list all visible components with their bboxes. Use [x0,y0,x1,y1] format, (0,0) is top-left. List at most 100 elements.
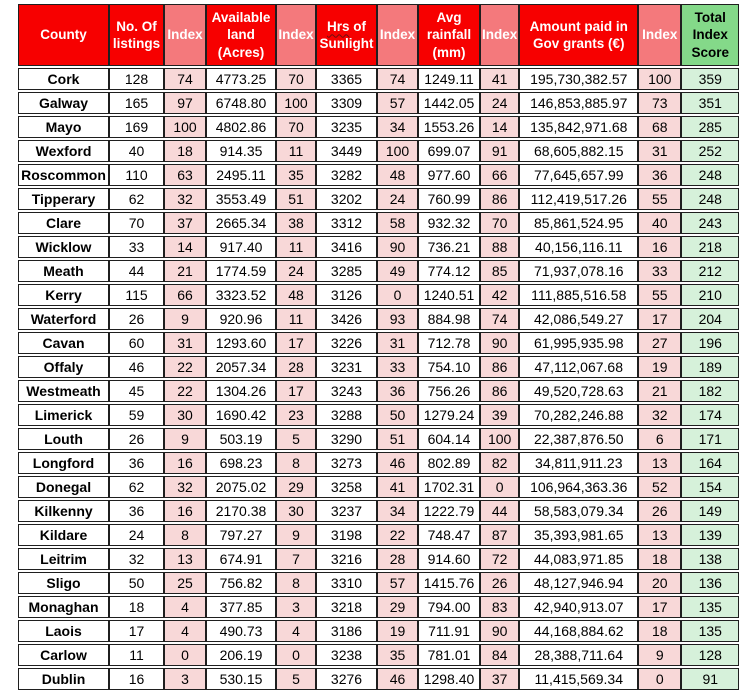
cell-amount-paid-in-gov-grants: 34,811,911.23 [519,452,639,474]
cell-amount-paid-in-gov-grants: 58,583,079.34 [519,500,639,522]
cell-index: 22 [164,380,206,402]
cell-available-land-acres: 1304.26 [206,380,276,402]
cell-amount-paid-in-gov-grants: 40,156,116.11 [519,236,639,258]
table-row: Kilkenny 36 16 2170.38 30 3237 34 1222.79 44 58,5… [18,500,740,522]
cell-avg-rainfall-mm: 712.78 [418,332,480,354]
table-row: Sligo 50 25 756.82 8 3310 57 1415.76 26 48,127,94… [18,572,740,594]
column-header-index: Index [638,4,682,66]
cell-available-land-acres: 503.19 [206,428,276,450]
table-row: Dublin 16 3 530.15 5 3276 46 1298.40 37 11,415,56… [18,668,740,690]
cell-index: 66 [480,164,520,186]
cell-avg-rainfall-mm: 1702.31 [418,476,480,498]
cell-no-of-listings: 36 [109,452,164,474]
cell-index: 17 [638,596,682,618]
cell-amount-paid-in-gov-grants: 11,415,569.34 [519,668,639,690]
cell-index: 20 [638,572,682,594]
cell-total-index-score: 252 [681,140,740,162]
cell-index: 31 [377,332,418,354]
cell-total-index-score: 248 [681,164,740,186]
cell-index: 66 [164,284,206,306]
cell-index: 82 [480,452,520,474]
cell-county: Leitrim [18,548,109,570]
cell-available-land-acres: 530.15 [206,668,276,690]
cell-index: 33 [377,356,418,378]
cell-index: 4 [276,620,316,642]
cell-index: 100 [164,116,206,138]
cell-available-land-acres: 698.23 [206,452,276,474]
cell-county: Wexford [18,140,109,162]
cell-index: 11 [276,236,316,258]
cell-index: 57 [377,92,418,114]
table-body: Cork 128 74 4773.25 70 3365 74 1249.11 41 195,730… [18,68,740,690]
cell-hrs-of-sunlight: 3273 [316,452,377,474]
cell-no-of-listings: 32 [109,548,164,570]
cell-avg-rainfall-mm: 760.99 [418,188,480,210]
table-row: Waterford 26 9 920.96 11 3426 93 884.98 74 42,086… [18,308,740,330]
cell-no-of-listings: 11 [109,644,164,666]
header-row: County No. Of listings Index Available land… [18,4,740,66]
cell-index: 70 [276,116,316,138]
cell-index: 63 [164,164,206,186]
cell-index: 38 [276,212,316,234]
cell-index: 24 [480,92,520,114]
column-header-avg-rainfall-mm: Avg rainfall (mm) [418,4,480,66]
cell-avg-rainfall-mm: 914.60 [418,548,480,570]
cell-total-index-score: 164 [681,452,740,474]
cell-index: 44 [480,500,520,522]
county-data-table: County No. Of listings Index Available land… [18,2,740,692]
cell-index: 7 [276,548,316,570]
cell-index: 42 [480,284,520,306]
cell-index: 50 [377,404,418,426]
cell-no-of-listings: 165 [109,92,164,114]
cell-no-of-listings: 36 [109,500,164,522]
cell-index: 48 [276,284,316,306]
cell-index: 18 [638,548,682,570]
cell-index: 5 [276,428,316,450]
cell-index: 0 [638,668,682,690]
cell-hrs-of-sunlight: 3237 [316,500,377,522]
cell-available-land-acres: 1293.60 [206,332,276,354]
cell-county: Meath [18,260,109,282]
cell-total-index-score: 135 [681,620,740,642]
cell-index: 31 [164,332,206,354]
cell-index: 57 [377,572,418,594]
cell-avg-rainfall-mm: 1240.51 [418,284,480,306]
cell-index: 8 [276,572,316,594]
cell-index: 51 [377,428,418,450]
cell-index: 14 [480,116,520,138]
cell-amount-paid-in-gov-grants: 106,964,363.36 [519,476,639,498]
cell-index: 21 [638,380,682,402]
cell-no-of-listings: 44 [109,260,164,282]
cell-index: 22 [164,356,206,378]
cell-no-of-listings: 110 [109,164,164,186]
cell-index: 55 [638,284,682,306]
table-row: Leitrim 32 13 674.91 7 3216 28 914.60 72 44,083,9… [18,548,740,570]
cell-amount-paid-in-gov-grants: 71,937,078.16 [519,260,639,282]
cell-index: 39 [480,404,520,426]
cell-no-of-listings: 26 [109,308,164,330]
cell-no-of-listings: 62 [109,476,164,498]
cell-available-land-acres: 920.96 [206,308,276,330]
cell-index: 41 [377,476,418,498]
cell-avg-rainfall-mm: 1553.26 [418,116,480,138]
cell-index: 40 [638,212,682,234]
cell-index: 0 [377,284,418,306]
cell-index: 9 [164,428,206,450]
cell-amount-paid-in-gov-grants: 35,393,981.65 [519,524,639,546]
cell-index: 13 [638,452,682,474]
cell-county: Waterford [18,308,109,330]
cell-index: 30 [276,500,316,522]
cell-index: 52 [638,476,682,498]
cell-total-index-score: 182 [681,380,740,402]
cell-hrs-of-sunlight: 3126 [316,284,377,306]
cell-index: 18 [164,140,206,162]
cell-index: 8 [276,452,316,474]
table-row: Wexford 40 18 914.35 11 3449 100 699.07 91 68,605… [18,140,740,162]
cell-county: Wicklow [18,236,109,258]
cell-index: 84 [480,644,520,666]
cell-avg-rainfall-mm: 1415.76 [418,572,480,594]
cell-total-index-score: 210 [681,284,740,306]
cell-total-index-score: 212 [681,260,740,282]
cell-index: 14 [164,236,206,258]
cell-county: Kilkenny [18,500,109,522]
